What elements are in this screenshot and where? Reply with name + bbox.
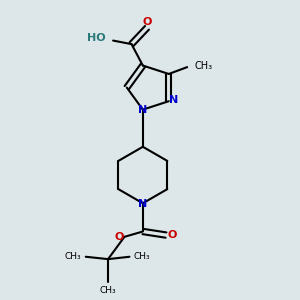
Text: N: N [169,95,179,105]
Text: O: O [143,17,152,27]
Text: CH₃: CH₃ [100,286,116,296]
Text: CH₃: CH₃ [134,252,151,261]
Text: CH₃: CH₃ [195,61,213,70]
Text: N: N [138,105,148,115]
Text: CH₃: CH₃ [65,252,81,261]
Text: O: O [167,230,177,240]
Text: N: N [138,199,148,209]
Text: O: O [114,232,124,242]
Text: HO: HO [87,34,106,44]
